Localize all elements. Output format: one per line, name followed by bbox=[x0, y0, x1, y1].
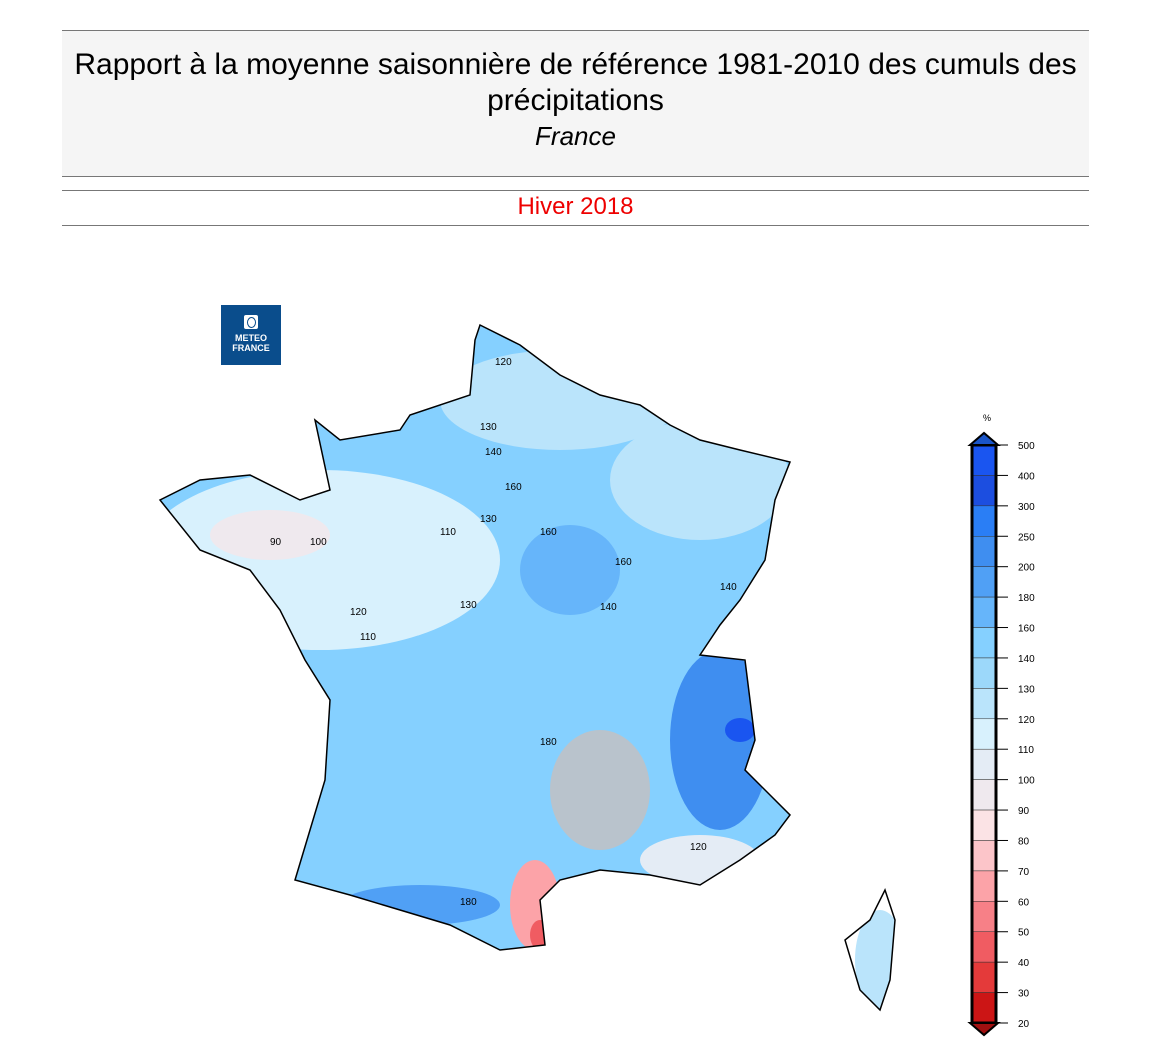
legend-tick-label: 300 bbox=[1018, 502, 1035, 513]
contour-label: 120 bbox=[495, 357, 512, 368]
period-label: Hiver 2018 bbox=[62, 190, 1089, 226]
legend-swatch bbox=[971, 444, 997, 476]
logo-text-1: METEO bbox=[234, 333, 267, 343]
legend-tick-label: 120 bbox=[1018, 715, 1035, 726]
contour-label: 120 bbox=[690, 842, 707, 853]
legend-tick-label: 30 bbox=[1018, 989, 1030, 1000]
meteo-france-logo: METEO FRANCE bbox=[221, 305, 281, 365]
contour-label: 120 bbox=[350, 607, 367, 618]
legend: % 500 400 300 250 200 180 160 140 130 120 110 100 90… bbox=[967, 413, 1035, 1037]
contour-label: 160 bbox=[615, 557, 632, 568]
contour-label: 110 bbox=[360, 632, 376, 643]
contour-label: 140 bbox=[485, 447, 502, 458]
legend-swatch bbox=[971, 961, 997, 993]
legend-tick-label: 40 bbox=[1018, 958, 1030, 969]
legend-swatch bbox=[971, 748, 997, 780]
legend-tick-label: 400 bbox=[1018, 471, 1035, 482]
legend-unit: % bbox=[983, 413, 991, 423]
legend-tick-label: 140 bbox=[1018, 654, 1035, 665]
legend-swatch bbox=[971, 475, 997, 507]
map-title: Rapport à la moyenne saisonnière de réfé… bbox=[74, 48, 1077, 117]
contour-label: 140 bbox=[600, 602, 617, 613]
legend-swatch bbox=[971, 657, 997, 689]
legend-tick-label: 60 bbox=[1018, 897, 1030, 908]
legend-tick-label: 130 bbox=[1018, 684, 1035, 695]
legend-swatch bbox=[971, 505, 997, 537]
legend-tick-label: 250 bbox=[1018, 532, 1035, 543]
legend-swatch bbox=[971, 688, 997, 720]
legend-swatch bbox=[971, 779, 997, 811]
legend-swatch bbox=[971, 566, 997, 598]
legend-tick-label: 20 bbox=[1018, 1019, 1030, 1030]
legend-swatch bbox=[971, 718, 997, 750]
legend-tick-label: 50 bbox=[1018, 928, 1030, 939]
legend-tick-label: 90 bbox=[1018, 806, 1030, 817]
legend-tick-label: 100 bbox=[1018, 776, 1035, 787]
contour-label: 160 bbox=[540, 527, 557, 538]
map-region: France bbox=[535, 121, 616, 151]
contour-label: 110 bbox=[440, 527, 456, 538]
logo-icon bbox=[244, 315, 258, 329]
legend-swatch bbox=[971, 809, 997, 841]
contour-label: 100 bbox=[310, 537, 327, 548]
logo-text-2: FRANCE bbox=[232, 343, 270, 353]
legend-tick-label: 110 bbox=[1018, 745, 1034, 756]
contour-label: 90 bbox=[270, 537, 282, 548]
legend-swatch bbox=[971, 536, 997, 567]
legend-tick-label: 500 bbox=[1018, 441, 1035, 452]
legend-tick-label: 200 bbox=[1018, 563, 1035, 574]
contour-label: 160 bbox=[505, 482, 522, 493]
legend-tick-label: 80 bbox=[1018, 836, 1030, 847]
legend-swatch bbox=[971, 931, 997, 963]
legend-tick-label: 180 bbox=[1018, 593, 1035, 604]
title-panel: Rapport à la moyenne saisonnière de réfé… bbox=[62, 30, 1089, 177]
legend-arrow-top bbox=[967, 431, 1001, 446]
legend-swatch bbox=[971, 596, 997, 628]
contour-label: 130 bbox=[480, 514, 497, 525]
contour-label: 180 bbox=[540, 737, 557, 748]
contour-label: 130 bbox=[480, 422, 497, 433]
legend-arrow-bottom bbox=[967, 1022, 1001, 1037]
legend-swatch bbox=[971, 840, 997, 872]
contour-label: 180 bbox=[460, 897, 477, 908]
legend-swatch bbox=[971, 992, 997, 1024]
precipitation-field bbox=[160, 325, 895, 1010]
legend-swatch bbox=[971, 627, 997, 659]
legend-swatch bbox=[971, 870, 997, 902]
legend-tick-label: 70 bbox=[1018, 867, 1030, 878]
contour-label: 130 bbox=[460, 600, 477, 611]
legend-tick-label: 160 bbox=[1018, 624, 1035, 635]
contour-label: 140 bbox=[720, 582, 737, 593]
legend-swatch bbox=[971, 901, 997, 932]
